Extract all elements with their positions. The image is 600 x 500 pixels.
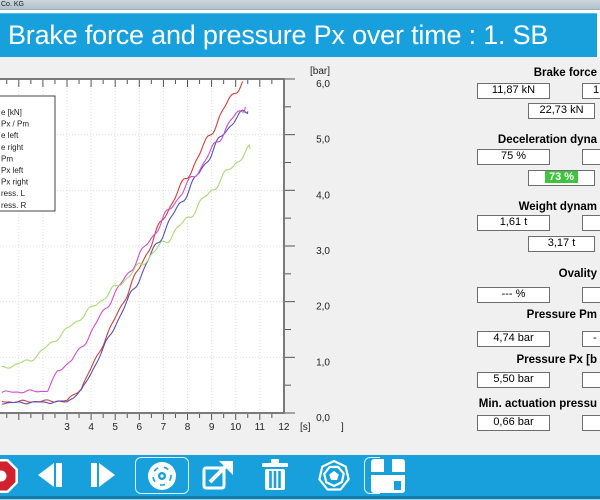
value-box-right: 1 xyxy=(582,83,600,99)
legend-item: e [kN] xyxy=(1,108,22,117)
value-box-center: 22,73 kN xyxy=(528,103,595,119)
x-tick-label: 6 xyxy=(137,422,143,433)
value-box-left: 5,50 bar xyxy=(477,372,550,388)
value-box-right xyxy=(582,372,600,388)
panel-section-label: Brake force xyxy=(533,67,597,79)
bottom-toolbar xyxy=(0,455,600,496)
legend-item: ress. R xyxy=(1,201,27,210)
value-box-right xyxy=(582,149,600,165)
panel-section-label: Deceleration dyna xyxy=(497,134,597,146)
x-tick-label: 7 xyxy=(161,422,167,433)
stop-hand-glyph xyxy=(0,470,7,482)
y-tick-label: 6,0 xyxy=(316,79,330,90)
cd-disc-icon xyxy=(148,462,176,490)
legend-item: Px / Pm xyxy=(1,120,29,129)
brake-disc-icon xyxy=(318,459,350,491)
legend-item: e left xyxy=(1,131,19,140)
panel-section-label: Pressure Pm xyxy=(526,309,597,321)
export-arrow-icon xyxy=(202,461,233,490)
y-tick-label: 0,0 xyxy=(316,413,330,424)
value-box-right xyxy=(582,415,600,431)
y-tick-label: 5,0 xyxy=(316,135,330,146)
x-tick-label: 9 xyxy=(209,422,215,433)
trash-icon xyxy=(262,459,288,490)
chart: 0,0 1,0 2,0 3,0 4,0 5,0 6,0 3 4 5 6 7 8 9 10 11 12 [bar] [… xyxy=(0,66,344,433)
x-tick-label: 10 xyxy=(230,422,242,433)
panel-section-label: Min. actuation pressu xyxy=(478,398,597,410)
window-titlebar[interactable]: Co. KG xyxy=(0,0,600,10)
y-axis-unit: [bar] xyxy=(310,66,330,77)
value-box-left: 4,74 bar xyxy=(477,331,550,347)
cd-focus-outline xyxy=(135,457,189,494)
value-box-left: 0,66 bar xyxy=(477,415,550,431)
next-button[interactable] xyxy=(89,460,119,490)
x-axis-unit: [s] xyxy=(300,422,311,433)
y-tick-label: 3,0 xyxy=(316,246,330,257)
value-box-left: 11,87 kN xyxy=(477,83,550,99)
page-title: Brake force and pressure Px over time : … xyxy=(8,20,549,50)
panel-section-label: Weight dynam xyxy=(518,201,597,213)
window-title: Co. KG xyxy=(1,1,24,8)
panel-section-label: Pressure Px [b xyxy=(516,354,597,366)
brake-disc-button[interactable] xyxy=(317,459,351,493)
panel-section-label: Ovality xyxy=(558,268,597,280)
previous-button[interactable] xyxy=(34,460,64,490)
step-backward-icon xyxy=(38,463,62,487)
value-box-left: 75 % xyxy=(477,149,550,165)
x-tick-label: 11 xyxy=(255,422,266,433)
cd-button[interactable] xyxy=(147,461,177,491)
step-forward-icon xyxy=(91,463,115,487)
magenta-curve xyxy=(1,106,246,394)
page-header: Brake force and pressure Px over time : … xyxy=(0,13,600,57)
green-curve xyxy=(1,143,251,369)
x-tick-label: 4 xyxy=(88,422,94,433)
red-curve xyxy=(1,81,243,404)
value-box-center: 3,17 t xyxy=(528,236,595,252)
y-tick-label: 1,0 xyxy=(316,357,330,368)
stop-octagon-icon xyxy=(0,459,18,493)
x-tick-label: 12 xyxy=(278,422,290,433)
x-tick-label: 3 xyxy=(64,422,70,433)
y-tick-label: 2,0 xyxy=(316,302,330,313)
save-focus-bracket xyxy=(364,457,380,494)
value-box-right: - xyxy=(582,331,600,347)
value-box-left: 1,61 t xyxy=(477,215,550,231)
blue-curve xyxy=(1,109,249,405)
value-box-right xyxy=(582,287,600,303)
toolbar-bottom-strip xyxy=(0,496,600,499)
stray-bracket: ] xyxy=(341,422,344,433)
legend-box xyxy=(0,95,56,212)
value-box-left: --- % xyxy=(477,287,550,303)
page-header-band: Brake force and pressure Px over time : … xyxy=(0,13,597,57)
legend-item: e right xyxy=(1,143,24,152)
legend-item: Px left xyxy=(1,166,24,175)
titlebar-gap xyxy=(0,10,600,13)
value-box-right xyxy=(582,215,600,231)
x-tick-label: 5 xyxy=(112,422,118,433)
y-tick-label: 4,0 xyxy=(316,190,330,201)
value-box-center: 73 % xyxy=(528,170,595,186)
x-tick-label: 8 xyxy=(185,422,191,433)
status-badge: 73 % xyxy=(544,171,579,183)
save-button[interactable] xyxy=(371,459,405,493)
floppy-disk-icon xyxy=(371,459,405,493)
export-button[interactable] xyxy=(202,460,234,490)
legend-item: Px right xyxy=(1,178,29,187)
delete-button[interactable] xyxy=(260,459,290,492)
stop-button[interactable] xyxy=(0,459,18,493)
legend-item: ress. L xyxy=(1,189,26,198)
legend-item: Pm xyxy=(1,154,13,163)
